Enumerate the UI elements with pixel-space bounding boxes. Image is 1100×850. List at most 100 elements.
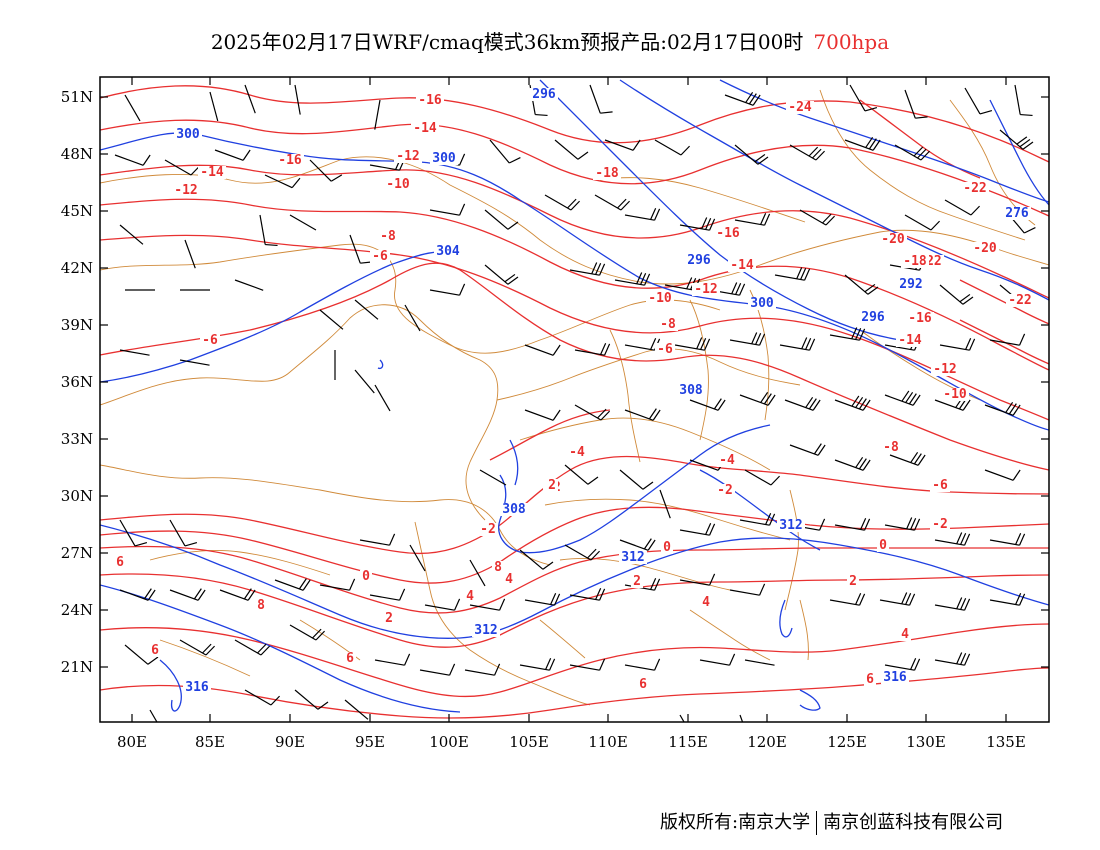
- height-label-bg: [685, 254, 713, 267]
- map-title: 2025年02月17日WRF/cmaq模式36km预报产品:02月17日00时 7…: [0, 26, 1100, 55]
- wind-barb: [904, 214, 941, 231]
- lon-label: 105E: [509, 733, 549, 751]
- lon-label: 125E: [827, 733, 867, 751]
- temperature-label: -12: [174, 183, 197, 198]
- wind-barb: [544, 194, 581, 211]
- height-label-bg: [859, 311, 887, 324]
- copyright: 版权所有:南京大学 南京创蓝科技有限公司: [660, 808, 1003, 835]
- temperature-label-bg: [930, 518, 950, 531]
- wind-barb: [119, 588, 156, 601]
- temperature-label-bg: [658, 318, 678, 331]
- temperature-label: 6: [346, 651, 354, 666]
- wind-barb: [519, 549, 554, 570]
- height-label-bg: [434, 245, 462, 258]
- wind-barb: [884, 517, 921, 531]
- temperature-label: -6: [202, 333, 218, 348]
- wind-barb: [1014, 84, 1033, 117]
- wind-barb: [289, 214, 317, 231]
- lat-label: 39N: [61, 316, 93, 334]
- wind-barb: [234, 279, 264, 291]
- wind-barb: [944, 199, 981, 216]
- lon-label: 110E: [588, 733, 628, 751]
- height-label-bg: [677, 384, 705, 397]
- wind-barb: [349, 234, 373, 264]
- longitude-axis: 80E 85E 90E 95E 100E 105E 110E 115E 120E 125E 130E…: [117, 77, 1026, 751]
- wind-barb: [124, 94, 141, 122]
- height-label-bg: [500, 503, 528, 516]
- border-lines: [100, 89, 1049, 706]
- wind-barb: [619, 538, 656, 551]
- wind-barb: [419, 663, 456, 676]
- temperature-label-bg: [198, 166, 226, 179]
- height-label-bg: [881, 671, 909, 684]
- wind-barb: [319, 309, 344, 330]
- height-label: 296: [687, 253, 711, 268]
- temperature-label: -12: [396, 149, 419, 164]
- wind-barb: [369, 588, 406, 601]
- temperature-label-bg: [877, 539, 889, 552]
- wind-barb: [889, 451, 926, 466]
- temperature-label-bg: [700, 596, 712, 609]
- wind-barb: [829, 327, 866, 341]
- temperature-label-bg: [906, 312, 934, 325]
- temperature-label-bg: [172, 184, 200, 197]
- height-label: 312: [474, 623, 497, 638]
- lon-label: 95E: [355, 733, 385, 751]
- height-label-bg: [777, 519, 805, 532]
- wind-barb: [964, 87, 993, 115]
- temperature-label-bg: [715, 484, 735, 497]
- temperature-label: 0: [362, 569, 370, 584]
- lat-label: 42N: [61, 259, 93, 277]
- temperature-label: 2: [385, 611, 393, 626]
- wind-barb: [574, 404, 611, 421]
- wind-barb: [374, 653, 411, 666]
- wind-barb: [789, 443, 826, 456]
- wind-barb: [984, 401, 1021, 416]
- temperature-label: -4: [719, 453, 735, 468]
- wind-barb: [744, 659, 775, 666]
- height-label: 308: [679, 383, 703, 398]
- wind-barb: [124, 644, 159, 665]
- temperature-label: -10: [386, 177, 410, 192]
- wind-barb: [569, 658, 606, 671]
- temperature-label: -16: [908, 311, 932, 326]
- lon-label: 135E: [986, 733, 1026, 751]
- lon-label: 130E: [906, 733, 946, 751]
- temperature-label: -2: [717, 483, 733, 498]
- wind-barb: [479, 469, 507, 486]
- wind-barb: [114, 154, 151, 166]
- temperature-label: -24: [788, 100, 812, 115]
- temperature-label-bg: [383, 612, 395, 625]
- wind-barb: [424, 598, 461, 611]
- wind-barb: [274, 578, 311, 591]
- height-label: 276: [1005, 206, 1029, 221]
- temperature-label: -8: [660, 317, 676, 332]
- temperature-label-bg: [546, 479, 558, 492]
- temperature-label: 2: [548, 478, 556, 493]
- wind-barb: [939, 337, 976, 351]
- wind-barb: [374, 384, 391, 412]
- wind-barb: [654, 139, 691, 156]
- temperature-label-bg: [567, 446, 587, 459]
- wind-barb: [999, 129, 1034, 150]
- lon-label: 90E: [275, 733, 305, 751]
- wind-barb: [834, 395, 871, 411]
- wind-barb: [844, 136, 881, 151]
- temperature-label-bg: [114, 556, 126, 569]
- temperature-label-bg: [714, 227, 742, 240]
- temperature-label: -18: [903, 254, 927, 269]
- height-label-bg: [1003, 207, 1031, 220]
- wind-barb: [724, 91, 761, 106]
- temperature-label-bg: [646, 292, 674, 305]
- wind-barb: [884, 390, 921, 406]
- temperature-label-bg: [899, 628, 911, 641]
- temperature-label: -14: [730, 258, 754, 273]
- wind-barb: [354, 369, 375, 394]
- temperature-label: 4: [466, 589, 474, 604]
- temperature-label: -16: [716, 226, 740, 241]
- wind-barb: [119, 224, 144, 245]
- wind-barb: [939, 284, 974, 305]
- height-label: 296: [532, 87, 556, 102]
- temperature-label-bg: [847, 575, 859, 588]
